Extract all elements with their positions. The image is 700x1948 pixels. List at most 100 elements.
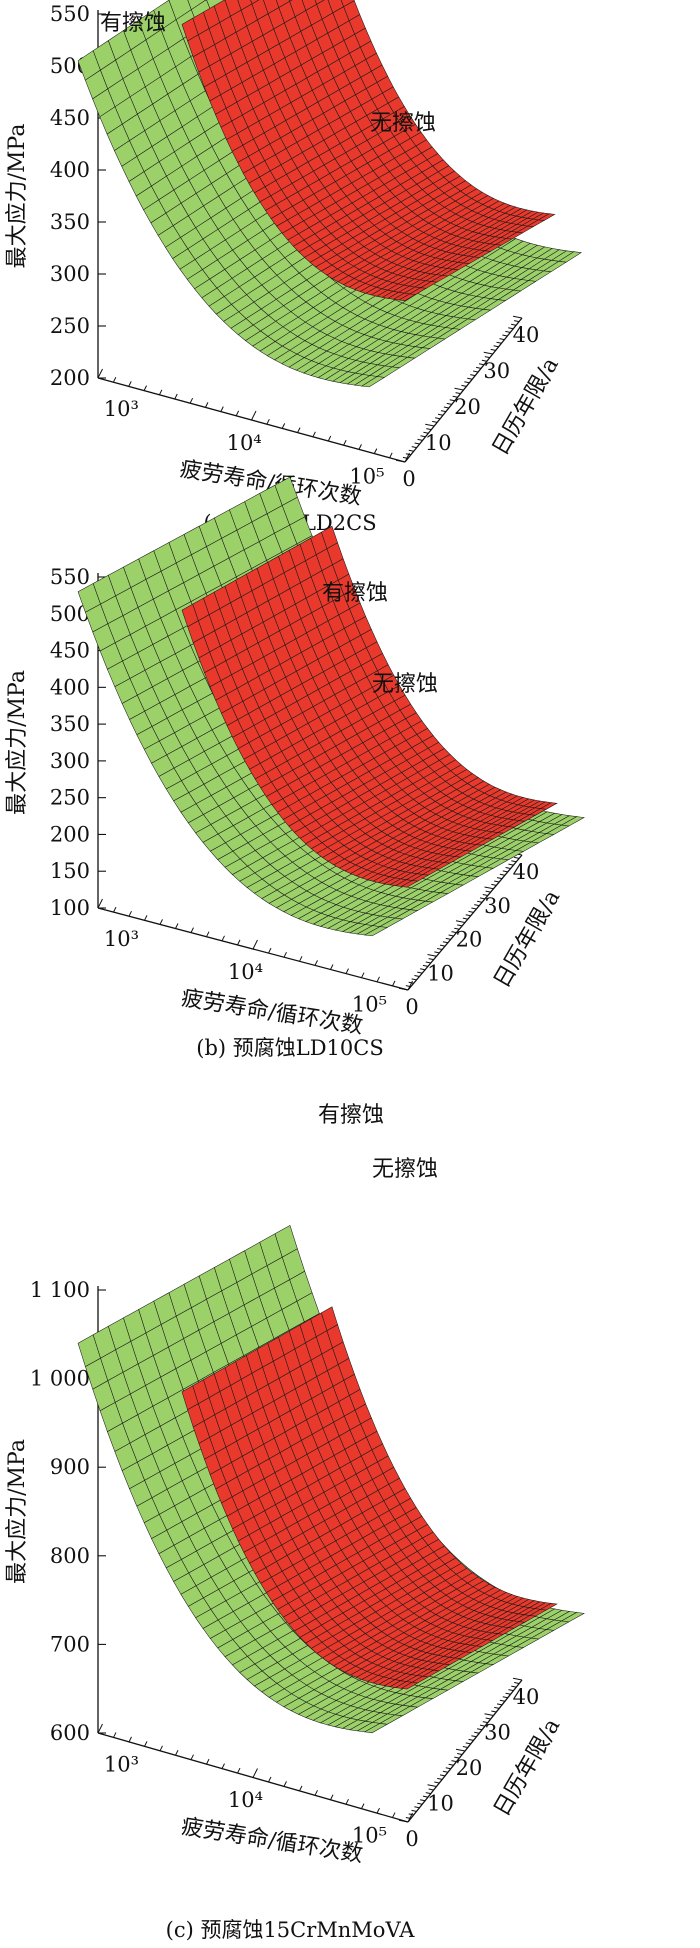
y-tick-mark (454, 387, 464, 391)
surface-without-fretting-cell (400, 1682, 419, 1690)
series-annotation-with-fretting: 有擦蚀 (318, 1103, 384, 1128)
y-tick-mark (414, 1806, 420, 1809)
x-tick-mark (113, 1732, 117, 1738)
y-tick-label: 20 (454, 395, 481, 419)
y-tick-mark (484, 886, 494, 890)
x-tick-mark (237, 939, 241, 946)
y-tick-mark (405, 1816, 411, 1819)
z-tick-label: 550 (50, 2, 90, 26)
y-tick-mark (411, 978, 417, 981)
y-tick-mark (417, 1802, 423, 1805)
y-tick-mark (437, 413, 444, 416)
y-tick-mark (477, 1728, 483, 1731)
y-tick-mark (398, 1819, 409, 1823)
x-tick-mark (345, 968, 349, 974)
z-tick-label: 350 (50, 712, 90, 736)
x-tick-mark (281, 423, 286, 429)
x-tick-mark (314, 960, 318, 966)
x-tick-mark (361, 1803, 365, 1809)
y-tick-mark (499, 338, 505, 341)
y-tick-label: 0 (402, 467, 415, 491)
z-tick-label: 1 000 (30, 1367, 90, 1391)
z-tick-label: 900 (50, 1455, 90, 1479)
x-tick-mark (376, 1807, 380, 1814)
y-tick-mark (451, 931, 457, 934)
y-tick-mark (499, 1699, 505, 1702)
y-tick-mark (475, 366, 482, 369)
x-tick-mark (297, 427, 301, 433)
y-tick-mark (454, 1756, 460, 1759)
y-tick-mark (435, 417, 441, 420)
panel-a: 550500450400350300250200最大应力/MPa10³10⁴10… (5, 0, 582, 535)
surface-without-fretting-cell (398, 293, 417, 301)
x-tick-mark (158, 389, 163, 396)
y-tick-mark (502, 1696, 508, 1699)
y-tick-mark (428, 958, 434, 961)
y-tick-mark (422, 1795, 429, 1798)
y-tick-mark (481, 359, 487, 362)
x-tick-mark (312, 431, 316, 438)
y-tick-mark (402, 456, 409, 459)
y-tick-mark (467, 377, 473, 380)
x-tick-mark (159, 919, 163, 925)
x-tick-mark (299, 956, 303, 962)
y-tick-mark (442, 941, 448, 944)
y-tick-mark (426, 428, 432, 431)
x-tick-label: 10⁵ (349, 464, 384, 488)
y-tick-mark (471, 907, 477, 910)
y-tick-mark (482, 1721, 488, 1724)
y-tick-mark (408, 1813, 414, 1816)
y-tick-mark (414, 975, 420, 977)
y-tick-label: 30 (484, 1721, 511, 1745)
x-tick-mark (190, 927, 194, 933)
y-tick-mark (455, 920, 466, 923)
y-tick-mark (502, 334, 508, 337)
z-axis-label: 最大应力/MPa (5, 124, 30, 269)
x-tick-mark (113, 906, 117, 913)
y-tick-mark (428, 1788, 434, 1791)
z-tick-label: 600 (50, 1721, 90, 1745)
x-tick-mark (392, 1812, 396, 1818)
y-tick-mark (454, 927, 460, 930)
surface-with-fretting-cell (363, 1723, 389, 1734)
y-tick-mark (417, 438, 423, 441)
y-tick-mark (461, 384, 467, 387)
y-tick-mark (505, 1692, 511, 1695)
y-tick-mark (439, 1774, 446, 1777)
series-annotation-without-fretting: 无擦蚀 (370, 111, 436, 136)
x-tick-mark (361, 972, 365, 978)
z-tick-label: 800 (50, 1544, 90, 1568)
y-tick-mark (457, 924, 463, 927)
x-tick-label: 10³ (104, 397, 139, 421)
y-tick-mark (446, 402, 452, 405)
y-tick-mark (395, 459, 406, 463)
y-tick-mark (464, 381, 470, 384)
x-tick-mark (343, 439, 347, 446)
y-tick-mark (422, 964, 429, 967)
x-tick-mark (174, 393, 178, 400)
x-tick-mark (268, 947, 272, 954)
y-tick-mark (471, 1735, 477, 1738)
x-tick-mark (112, 376, 117, 383)
y-tick-mark (440, 410, 447, 413)
y-tick-label: 10 (425, 431, 452, 455)
x-tick-mark (143, 385, 147, 391)
x-tick-label: 10⁵ (352, 993, 387, 1017)
x-tick-mark (327, 435, 332, 442)
y-tick-mark (484, 356, 490, 359)
x-tick-mark (299, 1785, 303, 1792)
x-tick-mark (97, 898, 103, 909)
y-tick-mark (496, 1703, 503, 1706)
surface-with-fretting-cell (363, 926, 389, 937)
surface-without-fretting (181, 1306, 558, 1690)
surface-with-fretting-cell (361, 376, 386, 388)
y-tick-label: 10 (427, 1792, 454, 1816)
x-tick-mark (221, 935, 225, 942)
y-tick-mark (484, 1713, 494, 1716)
y-tick-mark (414, 442, 420, 445)
y-tick-mark (511, 1685, 517, 1688)
x-tick-mark (330, 964, 334, 970)
x-tick-mark (206, 1758, 210, 1765)
y-tick-mark (411, 446, 417, 449)
y-tick-mark (448, 1763, 454, 1766)
